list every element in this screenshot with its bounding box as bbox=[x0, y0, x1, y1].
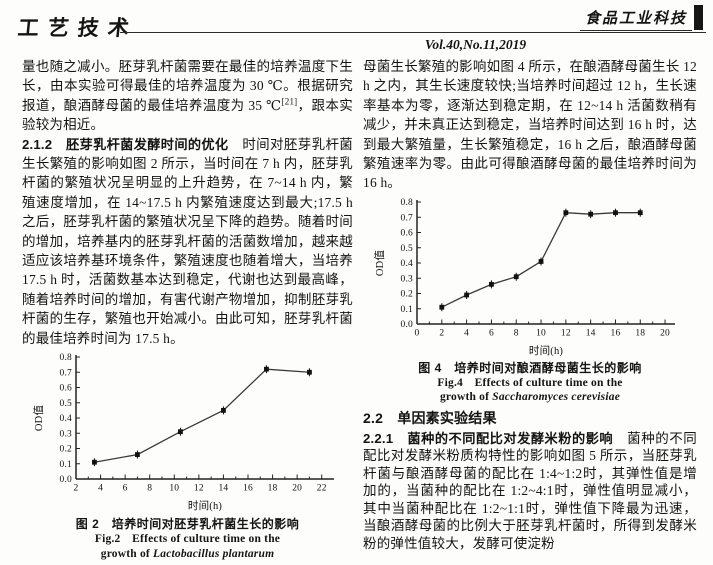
svg-text:12: 12 bbox=[194, 484, 204, 494]
svg-text:0.6: 0.6 bbox=[60, 384, 73, 394]
svg-text:10: 10 bbox=[536, 328, 546, 338]
journal-logo-text: 食品工业科技 bbox=[579, 5, 692, 31]
svg-text:16: 16 bbox=[243, 484, 253, 494]
svg-text:0.1: 0.1 bbox=[60, 460, 73, 470]
svg-text:20: 20 bbox=[660, 328, 670, 338]
header-rule bbox=[120, 32, 706, 33]
svg-text:10: 10 bbox=[169, 484, 179, 494]
svg-text:18: 18 bbox=[635, 328, 645, 338]
svg-text:0.0: 0.0 bbox=[401, 320, 414, 330]
right-column: 母菌生长繁殖的影响如图 4 所示，在酿酒酵母菌生长 12 h 之内，其生长速度较… bbox=[363, 57, 697, 552]
svg-text:8: 8 bbox=[514, 328, 519, 338]
caption-text: growth of bbox=[100, 548, 154, 561]
paragraph-continuation: 母菌生长繁殖的影响如图 4 所示，在酿酒酵母菌生长 12 h 之内，其生长速度较… bbox=[363, 57, 697, 193]
svg-text:6: 6 bbox=[123, 484, 128, 494]
svg-text:0.6: 0.6 bbox=[401, 228, 414, 238]
fig2-caption-en: Fig.2 Effects of culture time on the gro… bbox=[22, 532, 353, 562]
page-header-section-label: 工艺技术 bbox=[16, 17, 140, 40]
svg-text:20: 20 bbox=[292, 484, 302, 494]
svg-text:0.7: 0.7 bbox=[401, 213, 414, 223]
left-column: 量也随之减小。胚芽乳杆菌需要在最佳的培养温度下生长，由本实验可得最佳的培养温度为… bbox=[22, 57, 353, 562]
section-heading-2-2: 2.2 单因素实验结果 bbox=[363, 409, 497, 426]
paragraph-2-2-1: 2.2.1 菌种的不同配比对发酵米粉的影响 菌种的不同配比对发酵米粉质构特性的影… bbox=[363, 430, 697, 553]
journal-logo: 食品工业科技 bbox=[579, 5, 703, 31]
svg-text:0: 0 bbox=[415, 328, 420, 338]
paragraph-text: 母菌生长繁殖的影响如图 4 所示，在酿酒酵母菌生长 12 h 之内，其生长速度较… bbox=[363, 59, 697, 191]
svg-text:时间(h): 时间(h) bbox=[188, 499, 223, 512]
paragraph-text: ，跟本实验较为相近。 bbox=[22, 97, 353, 133]
fig2-svg: 0.0 0.1 0.2 0.3 0.4 0.5 0.6 0.7 0.8 2 4 6 8 10 12 14 16 1… bbox=[32, 353, 334, 512]
caption-text: Fig.2 Effects of culture time on the bbox=[94, 533, 281, 546]
svg-text:OD值: OD值 bbox=[373, 249, 386, 276]
svg-text:0.1: 0.1 bbox=[401, 305, 414, 315]
fig4-caption-cn: 图 4 培养时间对酿酒酵母菌生长的影响 bbox=[418, 360, 642, 375]
paragraph-text: 菌种的不同配比对发酵米粉质构特性的影响如图 5 所示，当胚芽乳杆菌与酿酒酵母菌的… bbox=[363, 430, 698, 551]
svg-text:0.8: 0.8 bbox=[60, 353, 73, 363]
svg-text:OD值: OD值 bbox=[32, 405, 45, 432]
svg-text:4: 4 bbox=[98, 484, 103, 494]
volume-info: Vol.40,No.11,2019 bbox=[424, 37, 527, 52]
fig4-caption-en: Fig.4 Effects of culture time on the gro… bbox=[363, 376, 697, 404]
fig4-line-chart: 0.0 0.1 0.2 0.3 0.4 0.5 0.6 0.7 0.8 0 2 4 6 8 10 12 14 16… bbox=[371, 196, 697, 358]
paragraph-text: 时间对胚芽乳杆菌生长繁殖的影响如图 2 所示，当时间在 7 h 内，胚芽乳杆菌的… bbox=[22, 136, 353, 346]
paragraph-2-1-2: 2.1.2 胚芽乳杆菌发酵时间的优化 时间对胚芽乳杆菌生长繁殖的影响如图 2 所… bbox=[22, 135, 353, 348]
svg-text:0.3: 0.3 bbox=[401, 274, 414, 284]
svg-text:2: 2 bbox=[439, 328, 444, 338]
subsection-heading-2-2-1: 2.2.1 菌种的不同配比对发酵米粉的影响 bbox=[363, 430, 614, 446]
journal-logo-bar bbox=[694, 5, 703, 30]
fig4-svg: 0.0 0.1 0.2 0.3 0.4 0.5 0.6 0.7 0.8 0 2 4 6 8 10 12 14 16… bbox=[373, 198, 675, 357]
svg-text:4: 4 bbox=[464, 328, 469, 338]
svg-text:0.3: 0.3 bbox=[60, 429, 73, 439]
svg-text:16: 16 bbox=[611, 328, 621, 338]
svg-text:2: 2 bbox=[74, 484, 79, 494]
svg-text:时间(h): 时间(h) bbox=[529, 344, 564, 357]
svg-text:0.4: 0.4 bbox=[401, 259, 414, 269]
subsection-heading-2-1-2: 2.1.2 胚芽乳杆菌发酵时间的优化 bbox=[22, 136, 229, 152]
caption-text: Fig.4 Effects of culture time on the bbox=[437, 376, 623, 389]
paragraph-continuation: 量也随之减小。胚芽乳杆菌需要在最佳的培养温度下生长，由本实验可得最佳的培养温度为… bbox=[22, 57, 353, 135]
species-name: Lactobacillus plantarum bbox=[153, 548, 275, 561]
svg-text:0.2: 0.2 bbox=[60, 445, 73, 455]
svg-text:22: 22 bbox=[317, 484, 327, 494]
svg-text:14: 14 bbox=[586, 328, 596, 338]
svg-text:0.2: 0.2 bbox=[401, 289, 414, 299]
svg-text:6: 6 bbox=[489, 328, 494, 338]
svg-text:0.5: 0.5 bbox=[60, 399, 73, 409]
svg-text:18: 18 bbox=[268, 484, 278, 494]
svg-text:8: 8 bbox=[147, 484, 152, 494]
svg-text:0.8: 0.8 bbox=[401, 198, 414, 208]
species-name: Saccharomyces cerevisiae bbox=[492, 390, 620, 403]
caption-text: growth of bbox=[439, 390, 493, 403]
svg-text:14: 14 bbox=[218, 484, 228, 494]
citation-ref: [21] bbox=[281, 96, 298, 107]
fig2-caption-cn: 图 2 培养时间对胚芽乳杆菌生长的影响 bbox=[75, 517, 300, 532]
svg-text:0.7: 0.7 bbox=[60, 368, 73, 378]
svg-text:0.0: 0.0 bbox=[60, 475, 73, 485]
svg-text:0.5: 0.5 bbox=[401, 244, 414, 254]
svg-text:12: 12 bbox=[561, 328, 571, 338]
svg-text:0.4: 0.4 bbox=[60, 414, 73, 424]
fig2-line-chart: 0.0 0.1 0.2 0.3 0.4 0.5 0.6 0.7 0.8 2 4 6 8 10 12 14 16 1… bbox=[30, 351, 353, 513]
paragraph-text: 量也随之减小。胚芽乳杆菌需要在最佳的培养温度下生长，由本实验可得最佳的培养温度为… bbox=[22, 59, 353, 113]
